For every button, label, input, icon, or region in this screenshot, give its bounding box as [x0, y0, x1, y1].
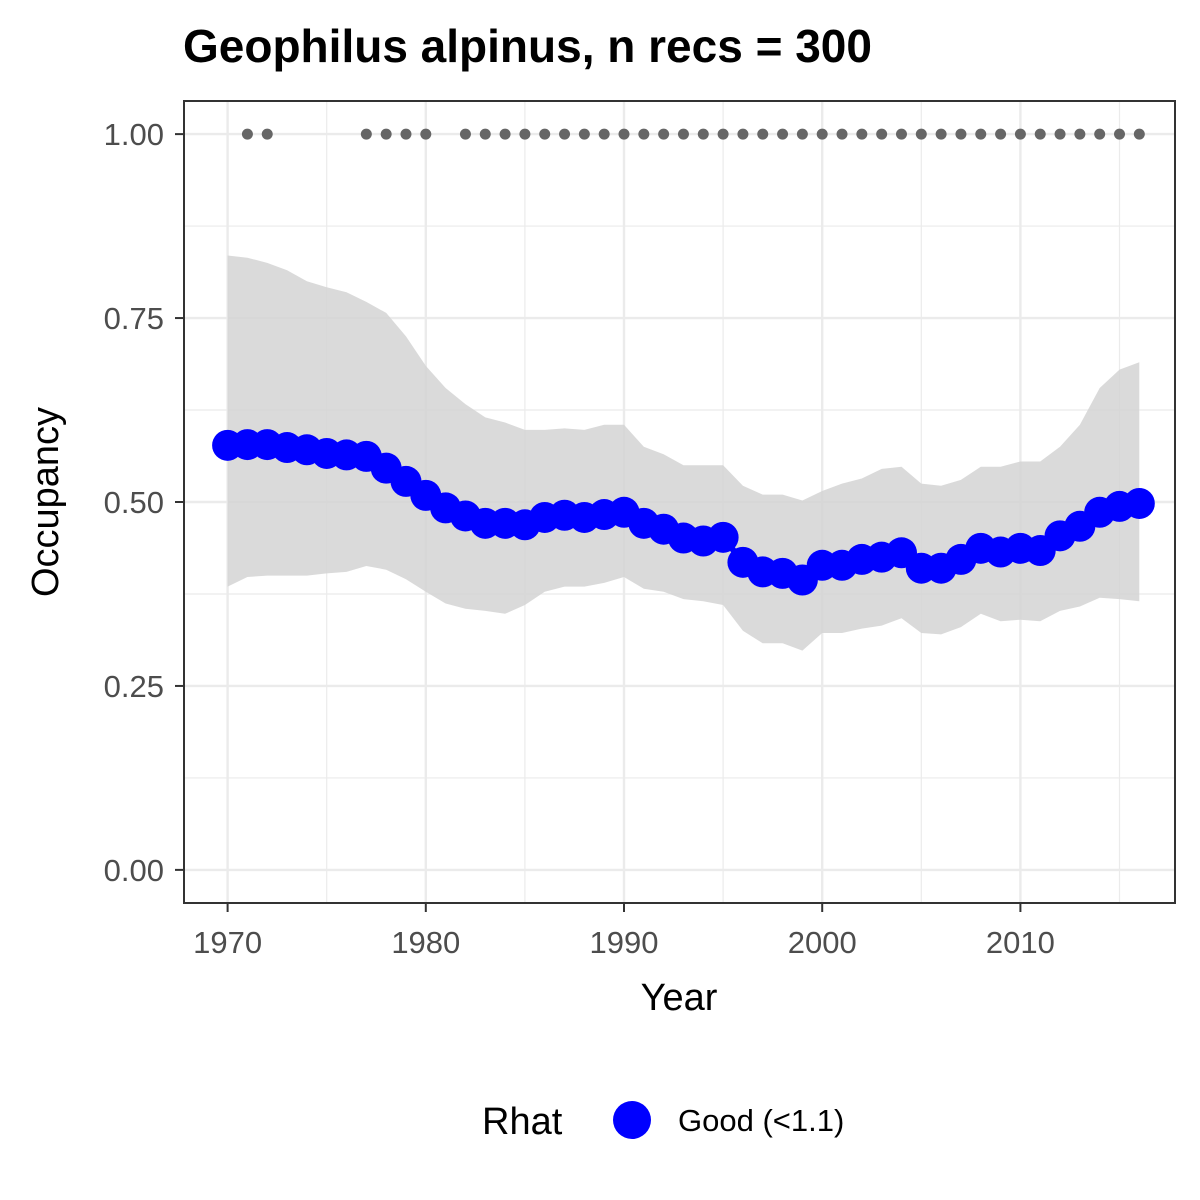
record-point	[816, 128, 828, 140]
record-point	[677, 128, 689, 140]
record-point	[261, 128, 273, 140]
record-point	[499, 128, 511, 140]
record-point	[717, 128, 729, 140]
legend-title: Rhat	[482, 1101, 563, 1143]
record-point	[1114, 128, 1126, 140]
occupancy-series	[212, 429, 1155, 596]
record-point	[935, 128, 947, 140]
record-point	[380, 128, 392, 140]
x-axis: 1970 1980 1990 2000 2010	[193, 903, 1055, 960]
record-point	[856, 128, 868, 140]
record-point	[618, 128, 630, 140]
record-point	[539, 128, 551, 140]
record-point	[658, 128, 670, 140]
record-point	[241, 128, 253, 140]
record-point	[836, 128, 848, 140]
record-point	[519, 128, 531, 140]
y-tick-label: 1.00	[104, 117, 164, 152]
x-tick-label: 1980	[391, 925, 460, 960]
record-point	[955, 128, 967, 140]
legend: Rhat Good (<1.1)	[482, 1101, 844, 1143]
record-point	[598, 128, 610, 140]
record-point	[777, 128, 789, 140]
record-point	[638, 128, 650, 140]
record-point	[1074, 128, 1086, 140]
y-tick-label: 0.25	[104, 669, 164, 704]
record-point	[578, 128, 590, 140]
plot-panel	[183, 100, 1176, 904]
record-point	[876, 128, 888, 140]
record-point	[796, 128, 808, 140]
record-point	[1133, 128, 1145, 140]
record-point	[1054, 128, 1066, 140]
y-tick-label: 0.50	[104, 485, 164, 520]
record-point	[1094, 128, 1106, 140]
occupancy-point	[1123, 487, 1155, 519]
record-point	[697, 128, 709, 140]
record-point	[459, 128, 471, 140]
x-tick-label: 2000	[788, 925, 857, 960]
x-tick-label: 1970	[193, 925, 262, 960]
legend-label-good: Good (<1.1)	[678, 1103, 844, 1138]
record-point	[360, 128, 372, 140]
y-axis: 0.00 0.25 0.50 0.75 1.00	[104, 117, 184, 888]
record-point	[895, 128, 907, 140]
y-tick-label: 0.00	[104, 853, 164, 888]
legend-key-good	[613, 1101, 651, 1139]
y-tick-label: 0.75	[104, 301, 164, 336]
y-axis-title: Occupancy	[25, 407, 67, 597]
record-point	[559, 128, 571, 140]
record-point	[400, 128, 412, 140]
record-point	[479, 128, 491, 140]
occupancy-point	[707, 521, 739, 553]
record-point	[975, 128, 987, 140]
record-point	[915, 128, 927, 140]
chart-title: Geophilus alpinus, n recs = 300	[183, 20, 872, 72]
record-point	[995, 128, 1007, 140]
x-tick-label: 2010	[986, 925, 1055, 960]
record-point	[1014, 128, 1026, 140]
record-point	[1034, 128, 1046, 140]
record-points	[241, 128, 1145, 140]
record-point	[757, 128, 769, 140]
record-point	[737, 128, 749, 140]
x-tick-label: 1990	[590, 925, 659, 960]
record-point	[420, 128, 432, 140]
x-axis-title: Year	[641, 977, 718, 1019]
